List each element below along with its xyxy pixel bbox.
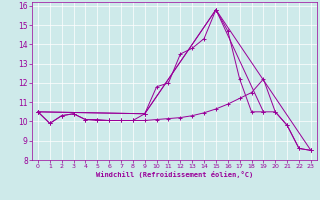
X-axis label: Windchill (Refroidissement éolien,°C): Windchill (Refroidissement éolien,°C) [96, 171, 253, 178]
